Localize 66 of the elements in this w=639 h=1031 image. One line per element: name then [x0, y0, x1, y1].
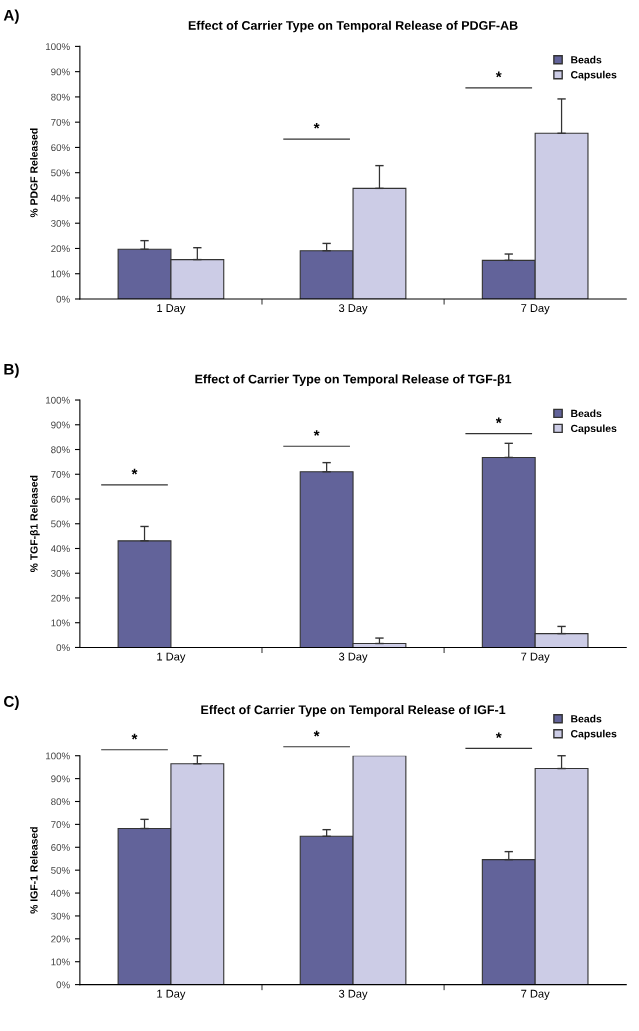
x-tick-label: 7 Day: [521, 652, 550, 663]
legend-label: Capsules: [570, 70, 617, 81]
text: B): [4, 363, 19, 378]
text: *: [495, 732, 502, 739]
y-tick-label: 0%: [56, 981, 70, 989]
y-tick-label: 100%: [46, 752, 70, 760]
y-tick-label: 0%: [56, 644, 70, 652]
y-tick-label: 60%: [51, 144, 70, 152]
y-tick-label: 20%: [51, 935, 70, 943]
y-tick-label: 50%: [51, 520, 70, 528]
y-tick-label: 50%: [51, 866, 70, 874]
y-tick-label: 50%: [51, 169, 70, 177]
annotation: *: [495, 71, 502, 78]
annotation: *: [313, 122, 320, 129]
annotation: *: [131, 468, 138, 475]
y-tick-label: 90%: [51, 421, 70, 429]
bar: [117, 540, 172, 648]
chart-title: Effect of Carrier Type on Temporal Release of IGF-1: [201, 705, 506, 717]
y-tick-label: 60%: [51, 495, 70, 503]
y-tick-label: 80%: [51, 798, 70, 806]
y-axis-title: % IGF-1 Released: [30, 827, 38, 914]
y-tick-label: 100%: [46, 43, 70, 51]
text: *: [313, 730, 320, 737]
chart-title: Effect of Carrier Type on Temporal Release of TGF-β1: [195, 374, 512, 386]
x-tick-label: 3 Day: [338, 989, 368, 1000]
y-tick-label: 40%: [50, 889, 70, 897]
legend-label: Beads: [571, 55, 602, 64]
x-tick-label: 3 Day: [338, 304, 368, 315]
y-tick-label: 70%: [51, 470, 70, 478]
text: A): [3, 9, 19, 24]
y-tick-label: 80%: [51, 93, 70, 101]
y-tick-label: 30%: [51, 912, 70, 920]
x-tick-label: 7 Day: [521, 304, 550, 315]
y-tick-label: 10%: [51, 270, 70, 278]
x-tick-label: 3 Day: [338, 652, 368, 663]
y-tick-label: 40%: [50, 545, 70, 553]
y-tick-label: 80%: [51, 446, 70, 454]
y-tick-label: 20%: [51, 594, 70, 602]
text: *: [131, 733, 138, 740]
y-axis-title: % TGF-β1 Released: [30, 475, 40, 573]
y-tick-label: 60%: [51, 844, 70, 851]
x-tick-label: 1 Day: [157, 989, 186, 1000]
y-tick-label: 10%: [51, 958, 70, 966]
y-tick-label: 40%: [50, 194, 70, 202]
y-tick-label: 100%: [46, 396, 70, 404]
y-tick-label: 70%: [51, 821, 70, 829]
y-tick-label: 30%: [51, 219, 70, 227]
y-tick-label: 20%: [51, 245, 70, 253]
x-tick-label: 1 Day: [157, 652, 186, 663]
text: C): [4, 695, 19, 710]
y-axis-title: % PDGF Released: [30, 128, 38, 218]
legend-label: Beads: [571, 409, 602, 418]
x-tick-label: 1 Day: [157, 304, 186, 315]
chart-title: Effect of Carrier Type on Temporal Release of PDGF-AB: [188, 20, 518, 33]
x-tick-label: 7 Day: [521, 989, 550, 1000]
y-tick-label: 90%: [51, 68, 70, 76]
y-tick-label: 30%: [51, 569, 70, 577]
legend-label: Capsules: [570, 424, 617, 435]
y-tick-label: 70%: [51, 118, 70, 126]
y-tick-label: 10%: [51, 619, 70, 627]
y-tick-label: 0%: [56, 295, 70, 303]
annotation: *: [495, 417, 502, 424]
annotation: *: [313, 430, 320, 436]
legend-label: Beads: [571, 714, 602, 723]
y-tick-label: 90%: [51, 775, 70, 783]
legend-label: Capsules: [570, 729, 617, 740]
